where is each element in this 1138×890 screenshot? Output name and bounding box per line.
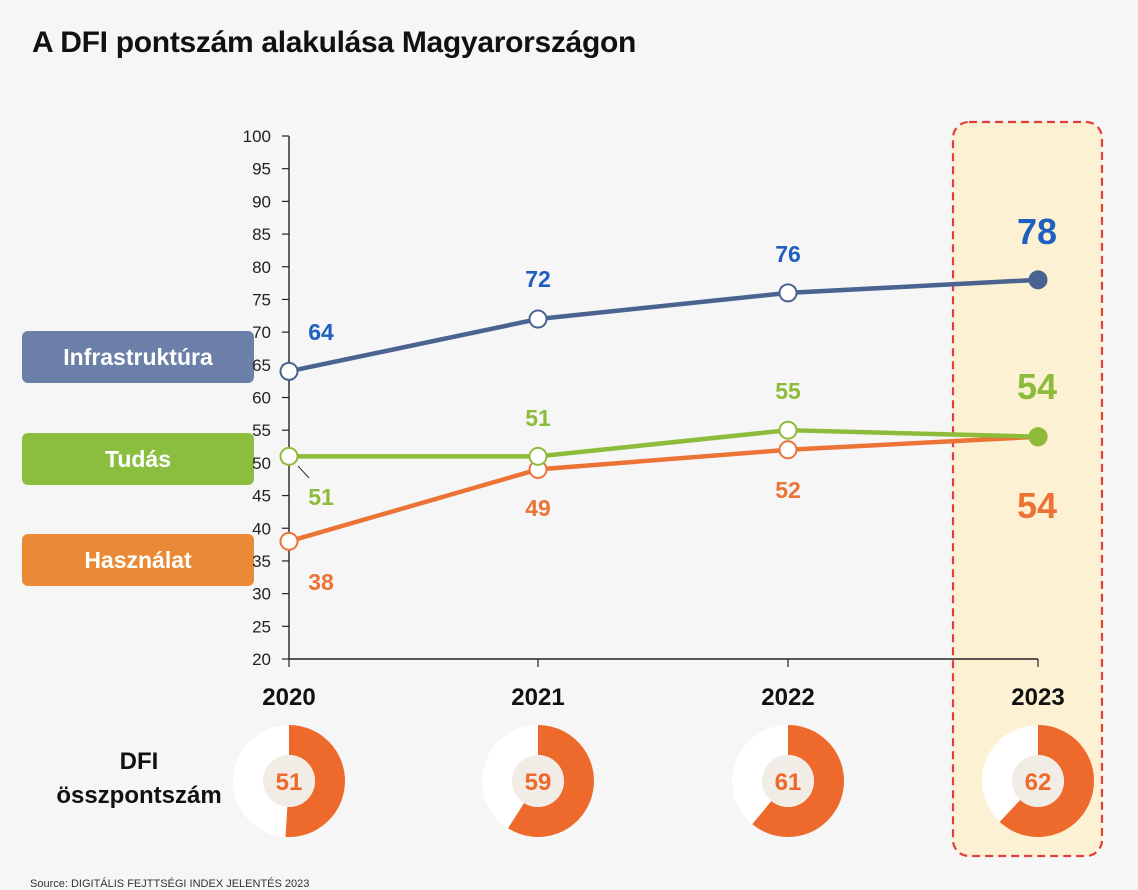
dfi-label-line1: DFI (119, 748, 159, 775)
x-tick-label: 2021 (511, 684, 564, 711)
data-label: 52 (775, 477, 801, 503)
data-label: 64 (308, 319, 334, 345)
donut-segment (752, 725, 844, 838)
data-label: 55 (775, 378, 801, 404)
data-label: 51 (308, 484, 334, 510)
y-tick-label: 60 (252, 389, 271, 408)
data-label: 51 (525, 405, 551, 431)
data-label: 49 (525, 495, 551, 521)
data-point (778, 440, 798, 460)
donut-value: 62 (1025, 769, 1052, 796)
y-tick-label: 70 (252, 323, 271, 342)
donut-hole (512, 755, 564, 807)
y-tick-label: 75 (252, 290, 271, 309)
donut-value: 61 (775, 769, 802, 796)
page-title: A DFI pontszám alakulása Magyarországon (32, 26, 637, 59)
donut-hole (762, 755, 814, 807)
donut-value: 59 (525, 769, 552, 796)
data-point (528, 309, 548, 329)
data-point (279, 531, 299, 551)
y-tick-label: 30 (252, 585, 271, 604)
data-point (778, 420, 798, 440)
data-label: 38 (308, 569, 334, 595)
y-tick-label: 65 (252, 356, 271, 375)
y-tick-label: 90 (252, 192, 271, 211)
x-tick-label: 2023 (1011, 684, 1064, 711)
series-line-2 (286, 434, 1041, 544)
y-tick-label: 80 (252, 258, 271, 277)
donut-hole (263, 755, 315, 807)
data-point (1028, 427, 1048, 447)
data-point (279, 361, 299, 381)
data-point (528, 446, 548, 466)
legend-hasznalat: Használat (22, 534, 254, 586)
donut-value: 51 (276, 769, 303, 796)
data-point (1028, 270, 1048, 290)
x-tick-label: 2020 (262, 684, 315, 711)
donut-segment (999, 725, 1095, 838)
y-tick-label: 35 (252, 552, 271, 571)
y-tick-label: 100 (243, 127, 271, 146)
donut-segment (285, 725, 345, 837)
dfi-label-line2: összpontszám (56, 782, 222, 809)
y-tick-label: 25 (252, 617, 271, 636)
y-tick-label: 45 (252, 487, 271, 506)
y-tick-label: 50 (252, 454, 271, 473)
series-line-0 (286, 277, 1041, 374)
leader-line (297, 465, 310, 479)
y-tick-label: 55 (252, 421, 271, 440)
y-tick-label: 40 (252, 519, 271, 538)
data-point (279, 446, 299, 466)
donut-hole (1012, 755, 1064, 807)
dfi-label: DFI összpontszám (34, 745, 244, 813)
data-label: 54 (1017, 485, 1057, 526)
data-label: 72 (525, 266, 551, 292)
y-tick-label: 95 (252, 160, 271, 179)
y-tick-label: 20 (252, 650, 271, 669)
source-note: Source: DIGITÁLIS FEJTTSÉGI INDEX JELENT… (30, 878, 310, 890)
donut-segment (507, 725, 594, 837)
legend-infrastruktura: Infrastruktúra (22, 331, 254, 383)
data-label: 54 (1017, 366, 1057, 407)
series-line-1 (286, 427, 1041, 459)
data-point (778, 283, 798, 303)
highlight-box-2023 (951, 120, 1104, 858)
y-tick-label: 85 (252, 225, 271, 244)
data-label: 78 (1017, 211, 1057, 252)
x-tick-label: 2022 (761, 684, 814, 711)
legend-tudas: Tudás (22, 433, 254, 485)
data-label: 76 (775, 241, 801, 267)
